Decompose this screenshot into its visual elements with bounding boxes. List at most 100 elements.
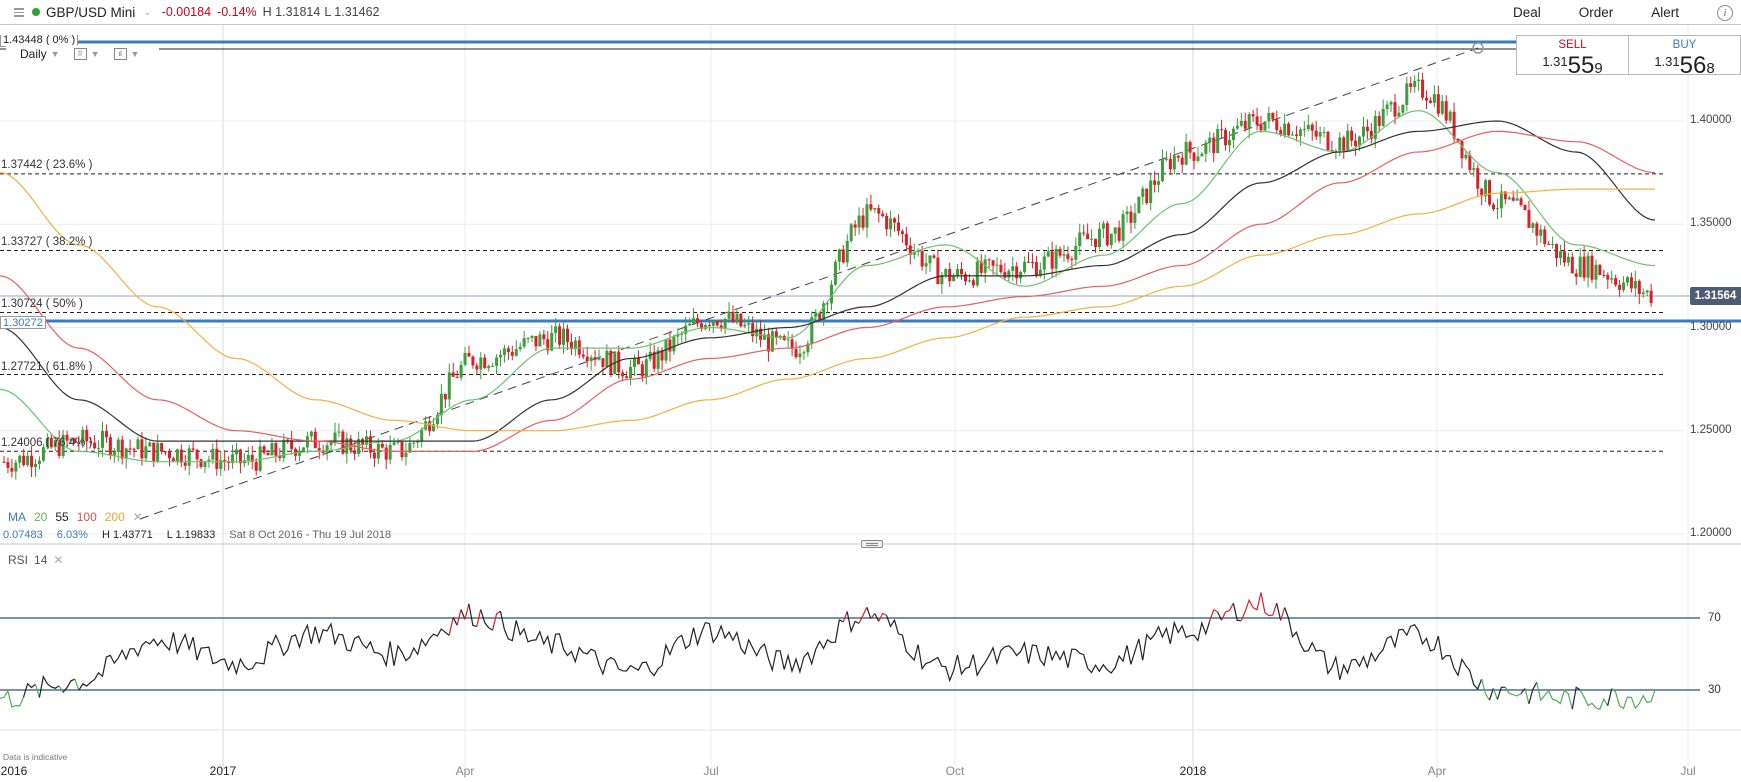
candle-body bbox=[223, 460, 227, 462]
candle-body bbox=[881, 213, 885, 216]
candle-body bbox=[601, 358, 605, 367]
candle-body bbox=[1161, 159, 1164, 182]
candles-icon[interactable]: ıl bbox=[113, 48, 127, 60]
candle-body bbox=[1629, 277, 1633, 289]
data-indicative-note: Data is indicative bbox=[3, 752, 68, 762]
candle-body bbox=[636, 357, 640, 365]
ma-200-line bbox=[0, 172, 1655, 432]
candle-body bbox=[1409, 83, 1413, 88]
candle-body bbox=[1019, 272, 1023, 279]
candle-body bbox=[1034, 262, 1038, 277]
rsi-line bbox=[1284, 607, 1483, 691]
candle-body bbox=[869, 204, 873, 210]
candle-body bbox=[53, 440, 57, 448]
candle-body bbox=[77, 442, 81, 444]
candle-body bbox=[908, 245, 912, 255]
candle-body bbox=[471, 356, 475, 366]
rsi-line bbox=[874, 613, 880, 622]
candle-body bbox=[475, 365, 479, 370]
candle-body bbox=[1637, 280, 1641, 294]
candle-body bbox=[672, 336, 676, 352]
interval-dropdown-icon[interactable]: ▼ bbox=[50, 49, 60, 59]
candle-body bbox=[412, 442, 416, 444]
ma-100-label[interactable]: 100 bbox=[76, 510, 97, 524]
candle-body bbox=[621, 372, 625, 377]
sell-label: SELL bbox=[1558, 39, 1587, 51]
candle-body bbox=[487, 366, 491, 369]
candle-body bbox=[1586, 255, 1590, 278]
candle-body bbox=[384, 447, 388, 460]
rsi-line bbox=[492, 610, 501, 631]
candle-body bbox=[368, 436, 372, 453]
candle-body bbox=[439, 393, 443, 416]
candle-body bbox=[1425, 97, 1429, 101]
candle-body bbox=[904, 234, 908, 246]
candle-body bbox=[1097, 228, 1101, 248]
candle-body bbox=[573, 340, 577, 350]
candle-body bbox=[2, 461, 6, 463]
candle-body bbox=[1535, 223, 1539, 236]
info-icon[interactable]: i bbox=[1717, 4, 1733, 21]
close-rsi-icon[interactable]: ✕ bbox=[53, 553, 64, 567]
candle-body bbox=[1267, 113, 1271, 122]
candle-body bbox=[534, 335, 538, 347]
candle-body bbox=[18, 455, 22, 463]
rsi-line bbox=[456, 609, 462, 626]
rsi-line bbox=[480, 609, 493, 631]
candle-body bbox=[790, 339, 794, 349]
candle-body bbox=[278, 455, 282, 459]
price-chart[interactable] bbox=[0, 25, 1741, 782]
candle-body bbox=[1176, 155, 1180, 158]
close-ma-icon[interactable]: ✕ bbox=[132, 510, 143, 524]
candle-body bbox=[41, 447, 45, 461]
candle-body bbox=[1015, 266, 1019, 279]
candle-body bbox=[1074, 246, 1078, 260]
indicators-icon[interactable]: ⠿ bbox=[73, 48, 87, 60]
chart-type-dropdown-icon[interactable]: ▼ bbox=[130, 49, 140, 59]
candle-body bbox=[810, 317, 814, 344]
ma-55-line bbox=[0, 120, 1656, 442]
candle-body bbox=[404, 452, 408, 458]
rsi-period[interactable]: 14 bbox=[34, 553, 48, 567]
alert-button[interactable]: Alert bbox=[1651, 5, 1679, 20]
candle-body bbox=[991, 260, 995, 266]
candle-body bbox=[743, 324, 747, 327]
candle-body bbox=[1196, 156, 1200, 161]
order-button[interactable]: Order bbox=[1578, 5, 1614, 20]
candle-body bbox=[160, 443, 164, 452]
candle-body bbox=[569, 341, 573, 350]
menu-icon[interactable] bbox=[14, 7, 24, 17]
candle-body bbox=[794, 348, 798, 358]
rsi-line bbox=[1481, 678, 1491, 701]
deal-button[interactable]: Deal bbox=[1512, 5, 1541, 20]
candle-body bbox=[830, 284, 833, 304]
buy-button[interactable]: BUY 1.31568 bbox=[1628, 36, 1740, 78]
price-change: -0.00184 bbox=[161, 5, 212, 19]
candle-body bbox=[211, 448, 215, 460]
ma-55-label[interactable]: 55 bbox=[55, 510, 69, 524]
candle-body bbox=[1531, 223, 1535, 228]
candle-body bbox=[1023, 261, 1027, 273]
ma-20-label[interactable]: 20 bbox=[34, 510, 48, 524]
candle-body bbox=[723, 318, 727, 329]
pane-resize-handle[interactable] bbox=[861, 540, 883, 548]
candle-body bbox=[1507, 197, 1511, 200]
instrument-dropdown-icon[interactable]: ⌄ bbox=[143, 6, 152, 18]
candle-body bbox=[258, 446, 262, 471]
interval-selector[interactable]: Daily bbox=[20, 47, 47, 61]
fib-label-50: 1.30724 ( 50% ) bbox=[1, 298, 83, 310]
candle-body bbox=[341, 431, 345, 454]
rsi-line bbox=[74, 678, 80, 691]
candle-body bbox=[408, 442, 412, 453]
candle-body bbox=[499, 355, 502, 358]
candle-body bbox=[1137, 196, 1141, 214]
candle-body bbox=[459, 364, 463, 378]
candle-body bbox=[447, 372, 451, 400]
indicators-dropdown-icon[interactable]: ▼ bbox=[90, 49, 100, 59]
ma-200-label[interactable]: 200 bbox=[104, 510, 125, 524]
candle-body bbox=[1448, 111, 1452, 121]
candle-body bbox=[948, 269, 952, 282]
chart-toolbar: Daily ▼ ⠿ ▼ ıl ▼ bbox=[6, 45, 160, 63]
sell-button[interactable]: SELL 1.31559 bbox=[1517, 36, 1628, 78]
candle-body bbox=[1090, 238, 1094, 240]
